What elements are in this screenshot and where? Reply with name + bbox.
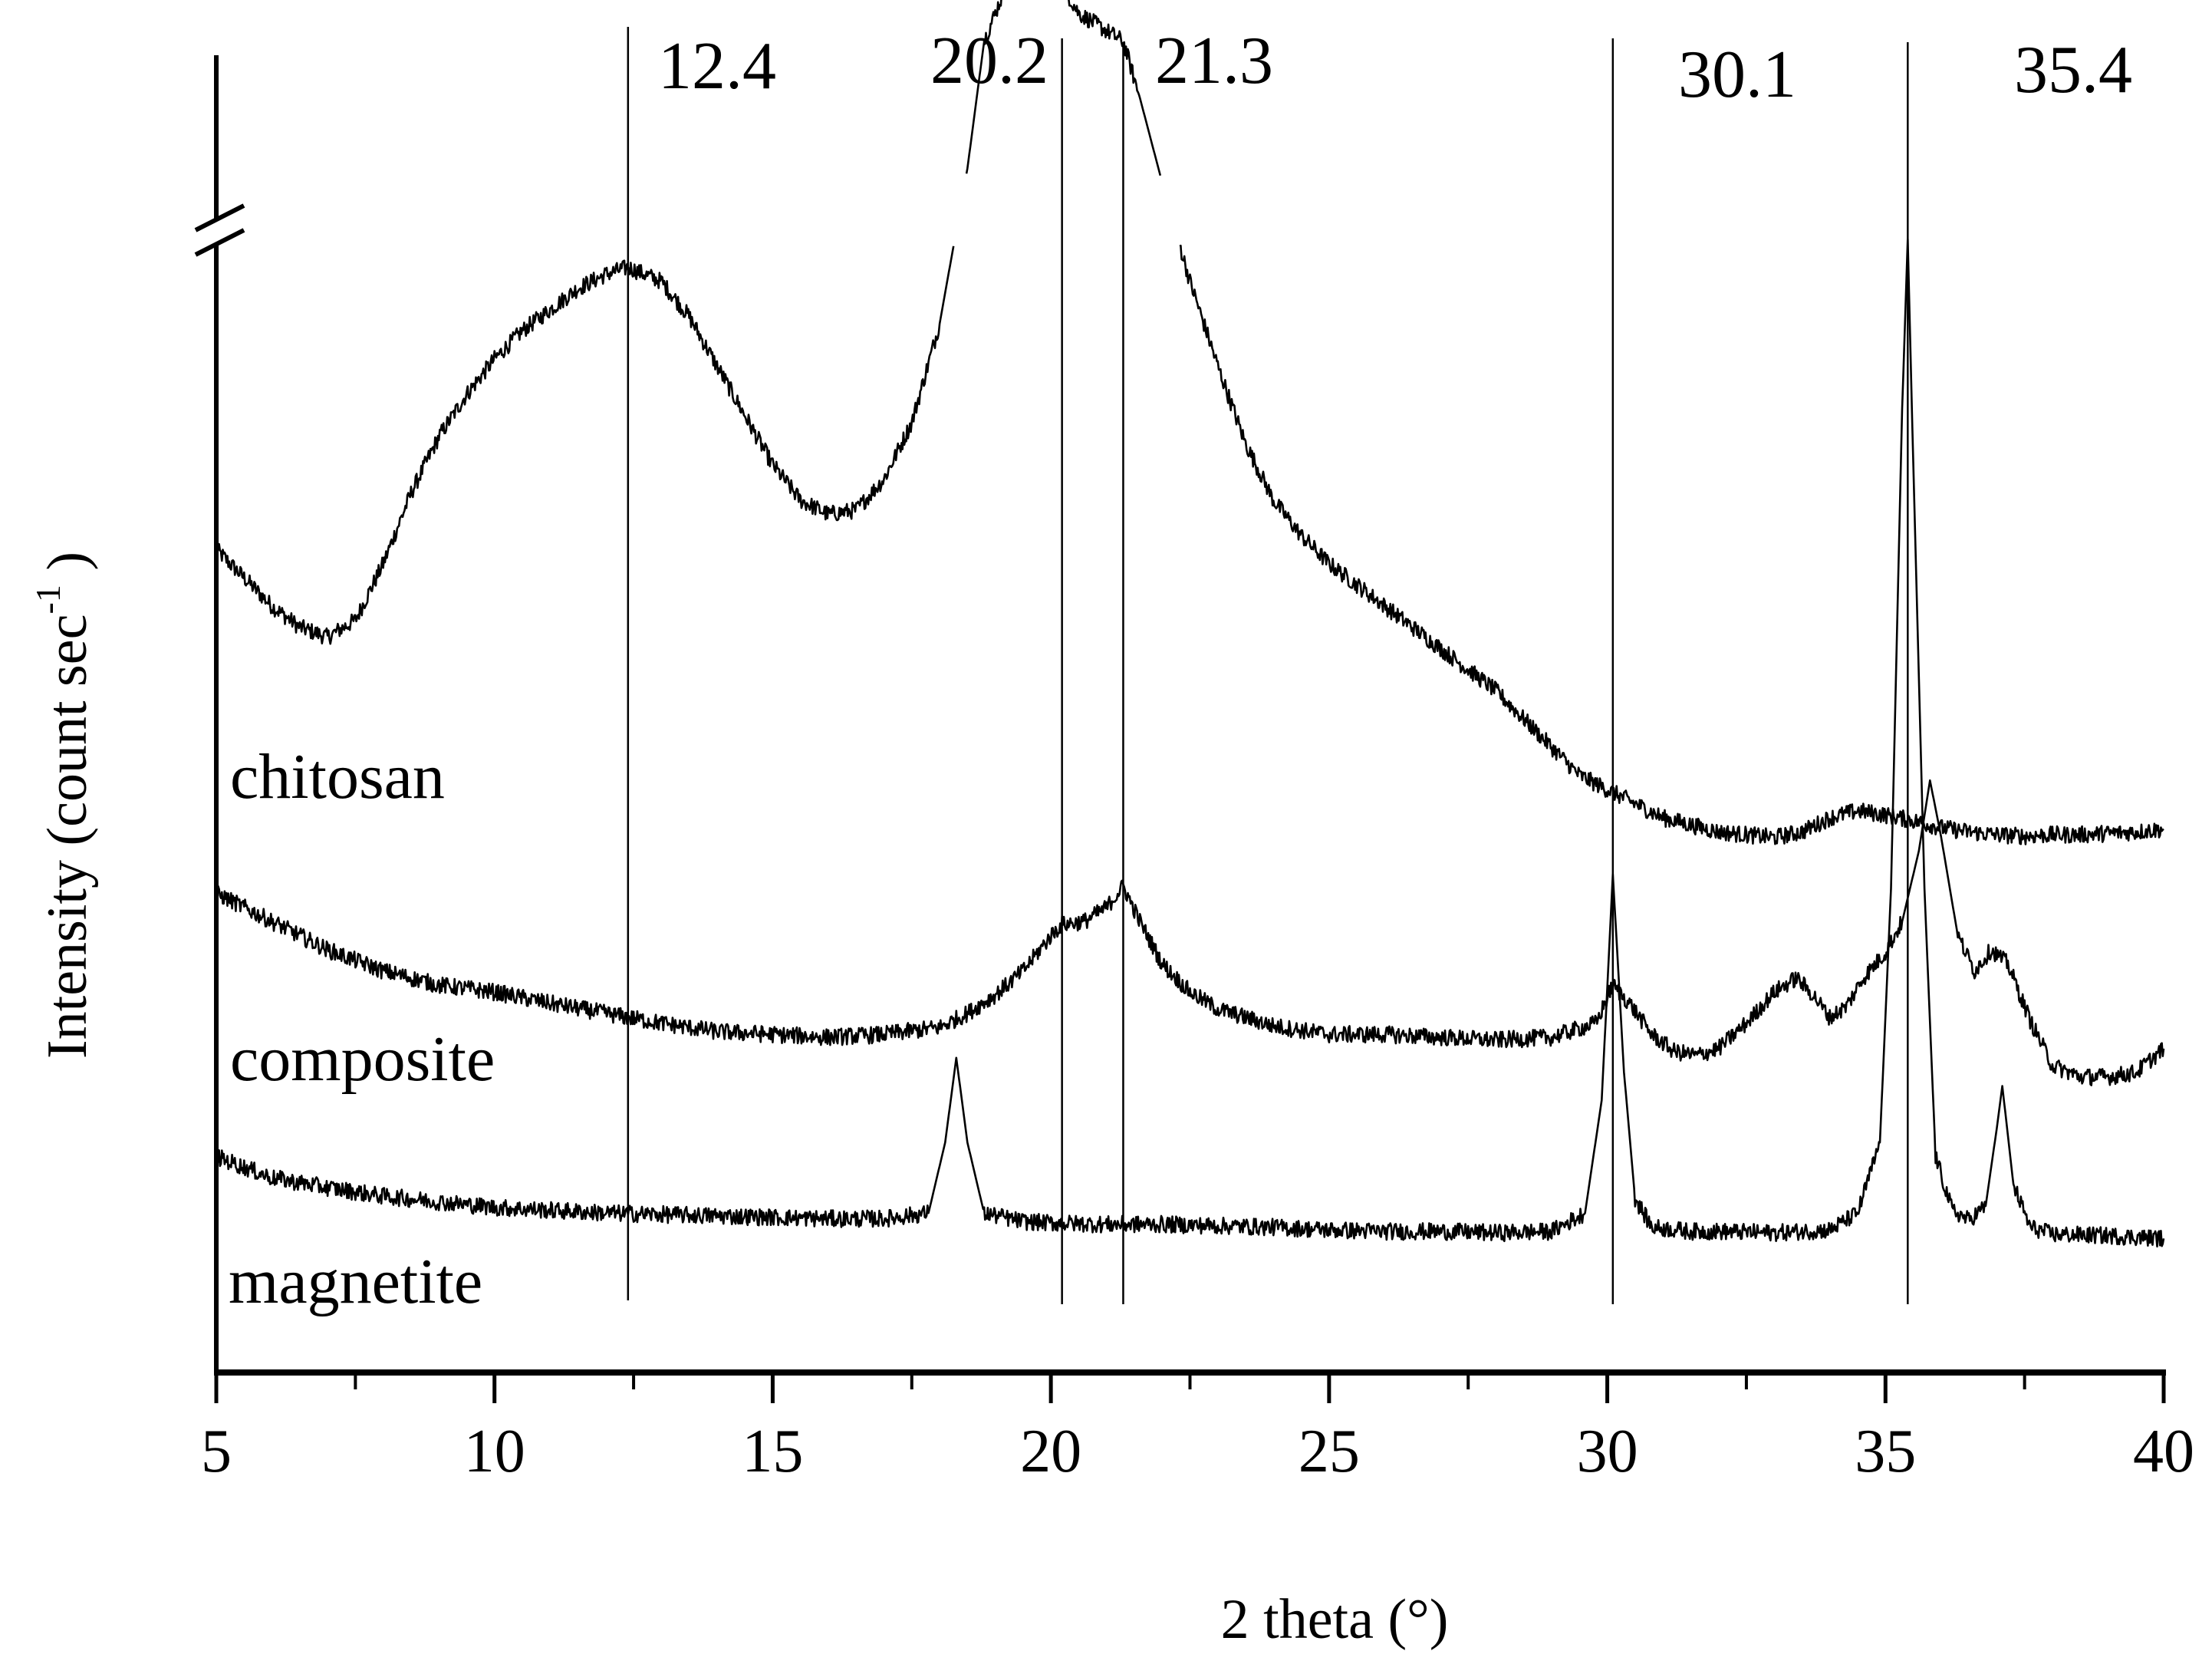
- label-magnetite: magnetite: [229, 1246, 482, 1317]
- series-trace-chitosan: [1179, 244, 2164, 845]
- series-trace-chitosan: [215, 245, 955, 645]
- y-axis-title-superscript: -1: [28, 585, 67, 614]
- x-tick-label: 10: [464, 1418, 525, 1485]
- x-tick-label: 5: [201, 1418, 232, 1485]
- reference-lines: [627, 27, 1909, 1304]
- series-trace-magnetite: [216, 238, 2165, 1248]
- reference-label-30-1: 30.1: [1678, 38, 1796, 112]
- reference-label-12-4: 12.4: [658, 29, 776, 104]
- x-tick-label: 20: [1020, 1418, 1081, 1485]
- svg-text:Intensity (count sec-1 ): Intensity (count sec-1 ): [28, 552, 99, 1059]
- x-tick-label: 15: [742, 1418, 803, 1485]
- reference-label-35-4: 35.4: [2014, 33, 2132, 107]
- reference-label-21-3: 21.3: [1155, 24, 1273, 98]
- axis-break-mark-upper: [194, 203, 245, 232]
- x-tick-label: 35: [1855, 1418, 1916, 1485]
- x-axis-ticks: [214, 1372, 2166, 1403]
- y-axis-title-close: ): [36, 552, 99, 585]
- x-axis-tick-labels: 5 10 15 20 25 30 35 40: [201, 1418, 2194, 1485]
- axis-break-mark-lower: [194, 228, 245, 257]
- series-trace-composite: [215, 779, 2165, 1086]
- x-tick-label: 40: [2133, 1418, 2194, 1485]
- series-trace-chitosan: [965, 0, 1162, 176]
- data-series: [215, 0, 2165, 1248]
- x-tick-label: 25: [1299, 1418, 1360, 1485]
- y-axis-title: Intensity (count sec-1 ): [28, 552, 99, 1059]
- reference-line-labels: 12.4 20.2 21.3 30.1 35.4: [658, 24, 2132, 112]
- y-axis: [194, 55, 245, 1375]
- y-axis-title-main: Intensity (count sec: [36, 615, 99, 1059]
- label-composite: composite: [230, 1023, 495, 1095]
- label-chitosan: chitosan: [230, 741, 445, 812]
- x-tick-label: 30: [1577, 1418, 1638, 1485]
- x-axis-title: 2 theta (°): [1221, 1588, 1449, 1651]
